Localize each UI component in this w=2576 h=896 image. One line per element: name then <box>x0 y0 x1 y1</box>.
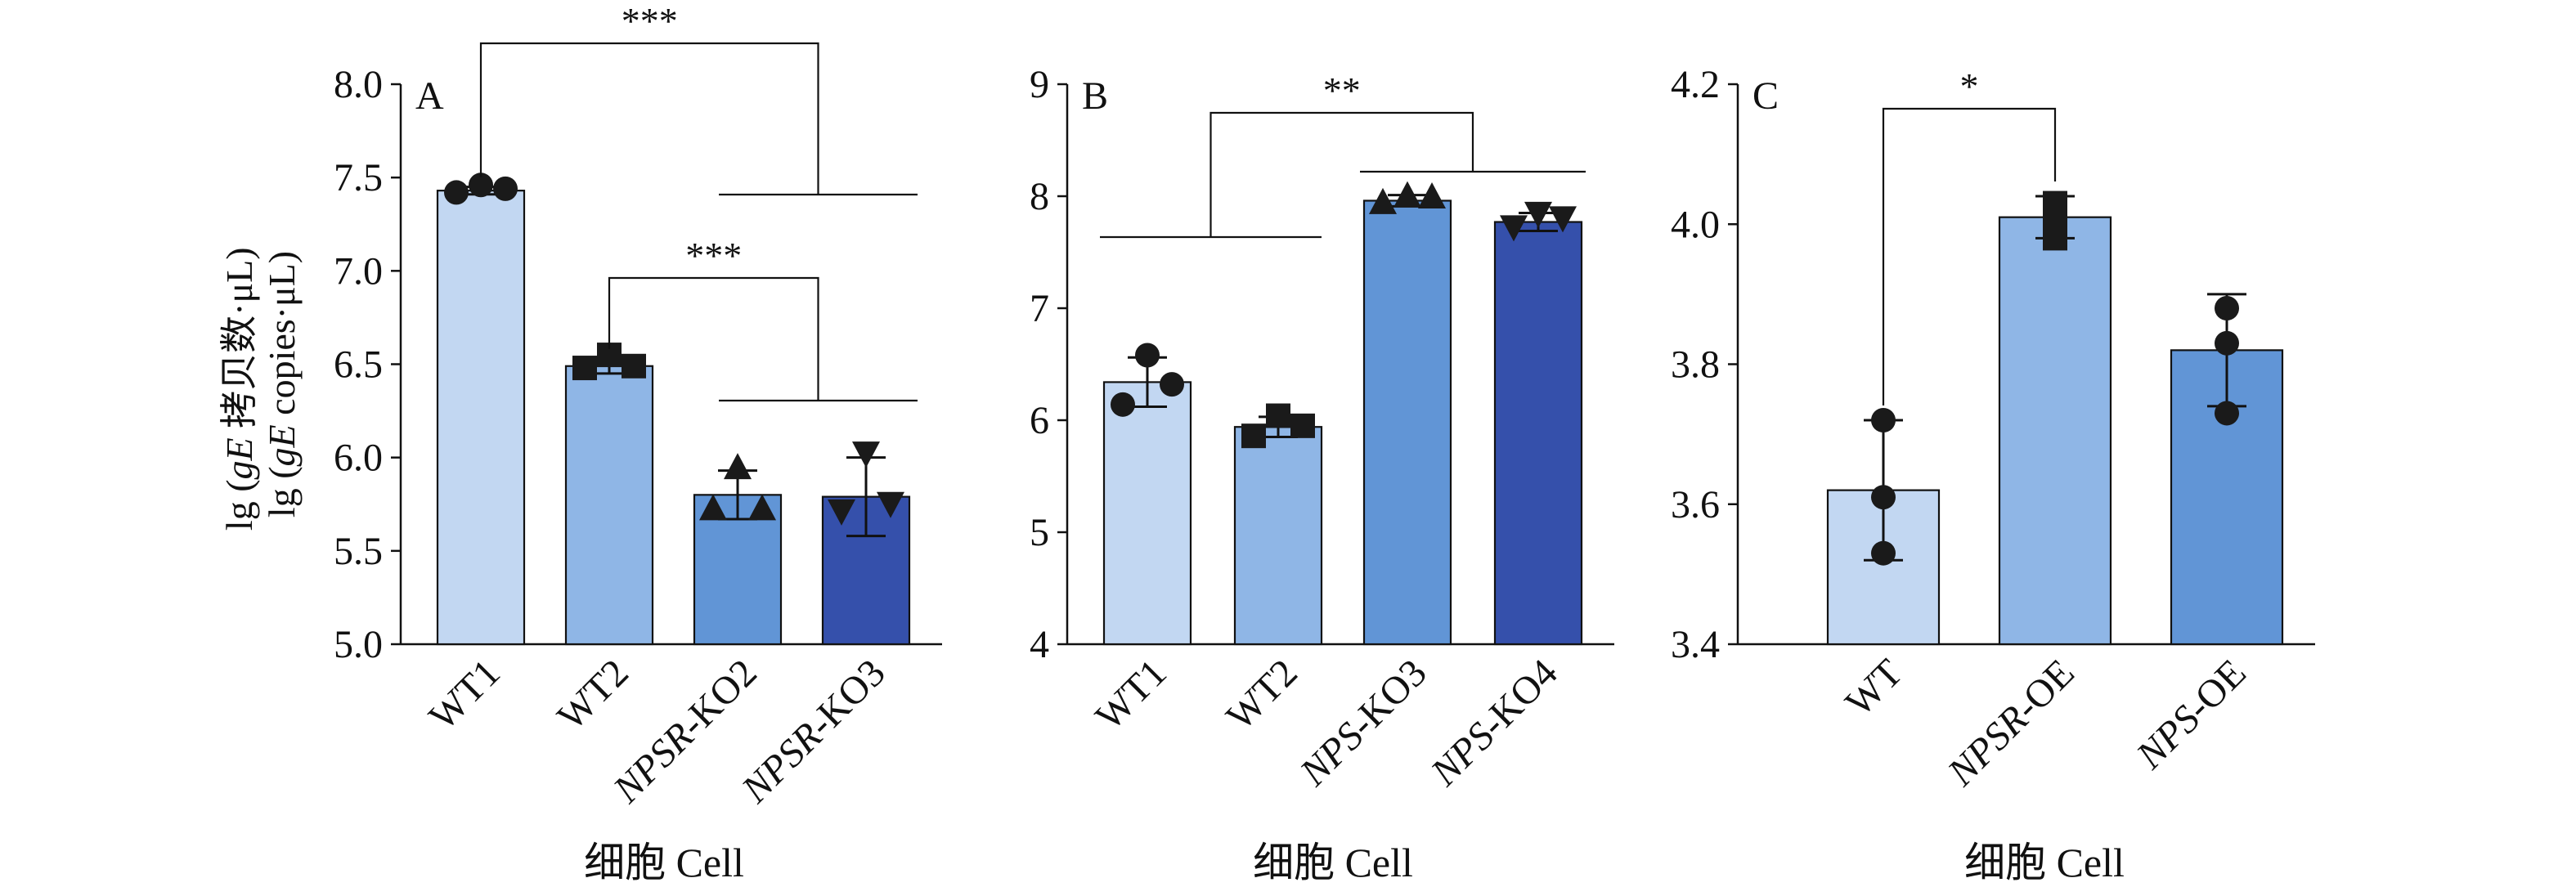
y-axis-label: lg (gE 拷贝数·μL) lg (gE copies·μL) <box>218 238 303 531</box>
data-point <box>1160 372 1184 397</box>
y-axis-label-line1: lg (gE 拷贝数·μL) <box>218 247 260 531</box>
significance-label: ** <box>1323 69 1361 111</box>
data-point <box>748 494 776 521</box>
data-point <box>2043 190 2067 216</box>
data-point <box>1241 423 1266 449</box>
data-point <box>1135 343 1160 368</box>
y-tick-label: 4 <box>1030 623 1049 666</box>
data-point <box>572 356 597 381</box>
data-point <box>2043 212 2067 237</box>
bar <box>1102 381 1192 646</box>
bar <box>436 190 526 646</box>
x-tick-label: NPS-OE <box>2128 651 2255 777</box>
data-point <box>1549 206 1577 233</box>
significance-label: *** <box>685 235 742 276</box>
data-point <box>444 180 469 205</box>
y-tick-label: 5.5 <box>334 530 383 573</box>
significance-label: * <box>1960 65 1979 107</box>
bar <box>564 365 654 646</box>
data-point <box>1418 182 1446 208</box>
data-point <box>469 172 493 198</box>
y-tick-label: 7 <box>1030 287 1049 330</box>
y-tick-label: 7.0 <box>334 249 383 293</box>
y-tick-label: 6 <box>1030 399 1049 442</box>
x-tick-label: WT1 <box>1088 651 1175 738</box>
data-point <box>1369 187 1397 214</box>
bracket-line <box>608 276 819 401</box>
data-point <box>1393 181 1421 208</box>
significance-bracket: * <box>1882 65 2057 405</box>
significance-bracket: *** <box>608 235 918 402</box>
significance-bracket: *** <box>479 0 918 196</box>
data-point <box>493 176 518 201</box>
panel-c: 3.4 3.6 3.8 4.0 4.2 C WT NPSR-OE NPS-OE 细胞 Cell * <box>1671 63 2315 885</box>
x-tick-label: NPSR-OE <box>1939 651 2083 795</box>
x-axis-label: 细胞 Cell <box>1253 840 1413 885</box>
data-point <box>1524 201 1552 228</box>
data-point <box>2215 296 2239 320</box>
x-axis-label: 细胞 Cell <box>584 840 744 885</box>
y-axis-label-line2: lg (gE copies·μL) <box>261 251 303 517</box>
data-point <box>2215 330 2239 356</box>
y-tick-label: 3.4 <box>1671 623 1720 666</box>
bracket-line <box>1882 107 2057 405</box>
data-point <box>1111 392 1135 417</box>
y-tick-label: 4.0 <box>1671 203 1720 246</box>
x-tick-label: WT <box>1838 651 1911 724</box>
data-point <box>1266 403 1290 428</box>
data-point <box>1871 408 1896 432</box>
significance-label: *** <box>622 0 678 42</box>
data-point <box>828 499 855 526</box>
data-point <box>1871 540 1896 566</box>
data-point <box>852 441 880 468</box>
data-point <box>1871 485 1896 510</box>
data-point <box>699 494 727 521</box>
y-tick-label: 8 <box>1030 175 1049 218</box>
bracket-line <box>1209 111 1474 237</box>
y-axis-label-line2-italic: gE <box>261 424 303 466</box>
y-tick-label: 8.0 <box>334 63 383 106</box>
y-tick-label: 6.5 <box>334 343 383 387</box>
x-tick-label: NPS-KO3 <box>1291 651 1435 795</box>
x-axis-label: 细胞 Cell <box>1964 840 2125 885</box>
data-point <box>2215 401 2239 426</box>
bracket-line <box>479 42 819 195</box>
y-axis-label-line1-rest: 拷贝数·μL) <box>218 247 260 437</box>
x-tick-label: WT2 <box>550 651 637 738</box>
y-axis-label-line1-italic: gE <box>218 437 260 479</box>
significance-bracket: ** <box>1100 69 1586 239</box>
y-tick-label: 7.5 <box>334 156 383 199</box>
data-point <box>622 353 646 379</box>
panel-letter: B <box>1082 74 1108 118</box>
y-tick-label: 5 <box>1030 511 1049 554</box>
y-tick-label: 9 <box>1030 63 1049 106</box>
bar <box>1493 221 1583 646</box>
bar <box>1998 216 2112 646</box>
y-tick-label: 4.2 <box>1671 63 1720 106</box>
panel-letter: A <box>415 74 444 118</box>
y-tick-label: 3.8 <box>1671 343 1720 387</box>
panel-letter: C <box>1752 74 1779 118</box>
y-tick-label: 3.6 <box>1671 483 1720 526</box>
x-tick-label: WT2 <box>1218 651 1306 738</box>
data-point <box>724 453 752 480</box>
data-point <box>1290 413 1315 438</box>
y-tick-label: 5.0 <box>334 623 383 666</box>
y-axis-label-line2-rest: copies·μL) <box>261 251 303 424</box>
data-point <box>877 491 904 518</box>
bar <box>1362 199 1452 646</box>
y-tick-label: 6.0 <box>334 437 383 480</box>
data-point <box>1500 215 1528 242</box>
x-tick-label: WT1 <box>421 651 509 738</box>
bar <box>1233 426 1323 646</box>
x-tick-label: NPS-KO4 <box>1422 651 1566 795</box>
